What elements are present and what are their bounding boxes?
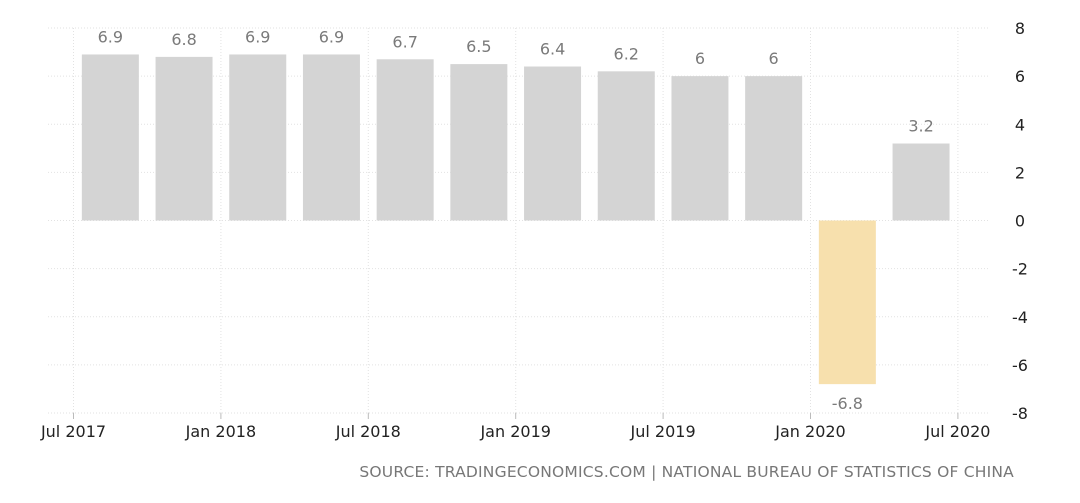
bar: [155, 56, 213, 221]
data-label: 6.9: [98, 27, 123, 46]
y-tick-label: -8: [1012, 404, 1028, 423]
bar: [376, 59, 434, 221]
x-tick-label: Jan 2019: [479, 422, 550, 441]
data-label: 6: [769, 49, 779, 68]
y-tick-label: 4: [1015, 115, 1025, 134]
data-label: 3.2: [908, 117, 933, 136]
y-tick-label: -4: [1012, 308, 1028, 327]
data-label: 6: [695, 49, 705, 68]
bar: [81, 54, 139, 221]
bar: [671, 76, 729, 221]
y-tick-label: 6: [1015, 67, 1025, 86]
data-label: 6.7: [392, 32, 417, 51]
bar: [524, 66, 582, 221]
y-tick-label: -6: [1012, 356, 1028, 375]
x-tick-label: Jul 2017: [40, 422, 106, 441]
data-label: 6.9: [319, 27, 344, 46]
x-tick-label: Jul 2020: [924, 422, 990, 441]
bar: [229, 54, 287, 221]
source-note: SOURCE: TRADINGECONOMICS.COM | NATIONAL …: [359, 463, 1014, 481]
y-tick-label: -2: [1012, 260, 1028, 279]
data-label: 6.5: [466, 37, 491, 56]
x-tick-label: Jan 2020: [774, 422, 845, 441]
y-tick-label: 8: [1015, 19, 1025, 38]
bar: [450, 64, 508, 221]
bar: [892, 143, 950, 221]
data-label: 6.2: [614, 44, 639, 63]
data-label: 6.9: [245, 27, 270, 46]
data-label: -6.8: [832, 394, 863, 413]
data-label: 6.8: [171, 30, 196, 49]
x-tick-label: Jul 2018: [335, 422, 401, 441]
bar: [818, 220, 876, 385]
y-tick-label: 2: [1015, 163, 1025, 182]
bar: [597, 71, 655, 221]
bar: [745, 76, 803, 221]
y-tick-label: 0: [1015, 212, 1025, 231]
data-label: 6.4: [540, 40, 565, 59]
x-tick-label: Jul 2019: [630, 422, 696, 441]
x-tick-label: Jan 2018: [185, 422, 256, 441]
bar: [302, 54, 360, 221]
